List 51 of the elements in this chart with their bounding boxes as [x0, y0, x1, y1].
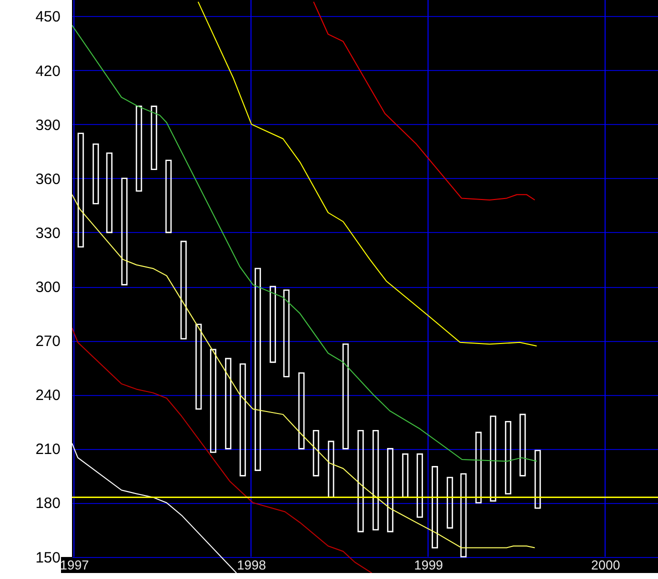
bar — [195, 324, 202, 410]
y-tick-label: 240 — [35, 387, 60, 404]
bar — [240, 363, 246, 476]
bar — [372, 430, 379, 530]
bar — [165, 160, 172, 234]
bar — [270, 286, 276, 363]
bar — [504, 420, 512, 494]
bar — [342, 344, 349, 450]
y-tick-label: 150 — [35, 549, 60, 566]
bar — [328, 440, 334, 498]
bar — [180, 240, 187, 340]
bar — [432, 466, 438, 548]
y-tick-label: 210 — [35, 441, 60, 458]
x-tick-label: 1997 — [60, 558, 89, 572]
bar — [402, 453, 408, 498]
x-tick-label: 2000 — [591, 558, 620, 572]
bar — [475, 432, 482, 504]
bar — [283, 289, 290, 378]
bar — [460, 473, 467, 558]
line-series — [313, 1, 536, 201]
y-tick-label: 450 — [35, 8, 60, 26]
y-tick-label: 390 — [35, 116, 60, 134]
y-tick-label: 300 — [35, 279, 60, 296]
bar — [210, 348, 216, 453]
bar — [520, 414, 526, 476]
y-tick-label: 180 — [35, 495, 60, 512]
bar — [150, 106, 158, 170]
bar — [490, 416, 496, 502]
bar — [121, 178, 128, 286]
bar — [446, 476, 454, 529]
bar — [106, 152, 113, 234]
bar — [136, 106, 142, 192]
bar — [78, 132, 84, 248]
bar — [357, 430, 364, 532]
y-tick-label: 330 — [35, 224, 60, 242]
y-tick-label: 360 — [35, 170, 60, 188]
bar — [92, 144, 99, 204]
bar — [225, 358, 232, 450]
y-tick-label: 270 — [35, 333, 60, 350]
line-series — [198, 1, 538, 346]
bar — [298, 372, 305, 450]
bar — [312, 430, 320, 476]
bar — [387, 448, 394, 532]
x-tick-label: 1998 — [237, 558, 266, 572]
y-tick-label: 420 — [35, 62, 60, 80]
x-tick-label: 1999 — [414, 558, 444, 572]
line-series — [72, 194, 536, 548]
line-series — [72, 24, 538, 462]
bar — [416, 453, 423, 518]
bar — [534, 450, 541, 509]
bar — [254, 268, 261, 471]
